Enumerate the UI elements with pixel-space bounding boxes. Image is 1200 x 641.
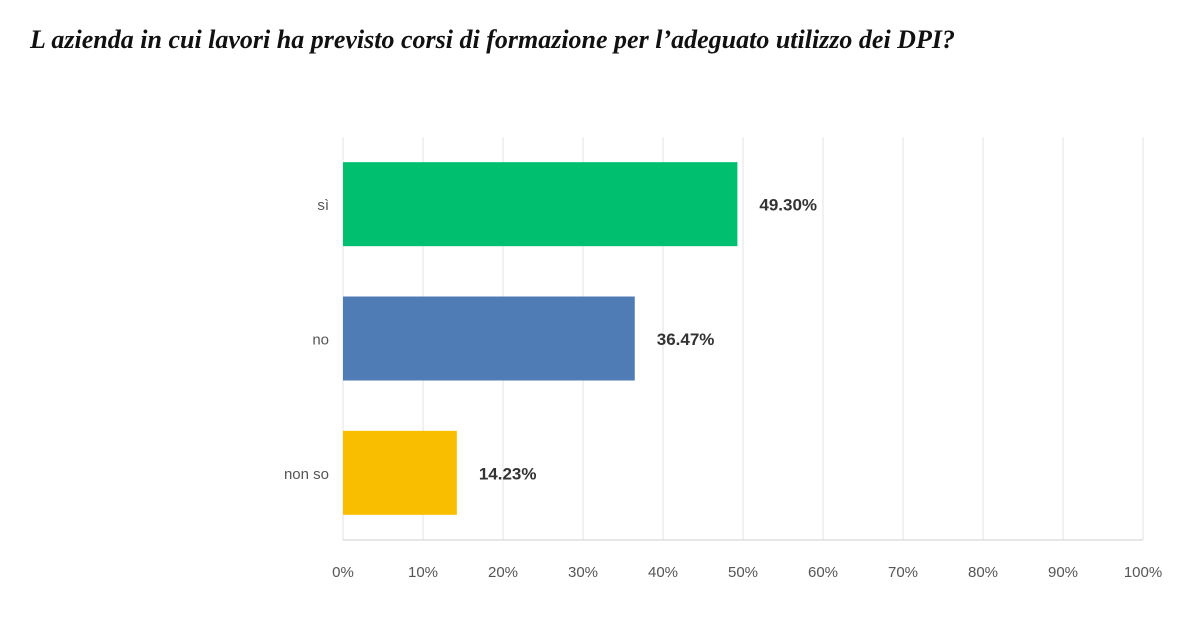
x-tick-label: 30%: [568, 564, 598, 581]
value-label: 49.30%: [759, 196, 817, 215]
x-tick-label: 60%: [808, 564, 838, 581]
value-label: 14.23%: [479, 464, 537, 483]
y-tick-label: sì: [317, 197, 329, 214]
x-tick-label: 90%: [1048, 564, 1078, 581]
x-tick-label: 0%: [332, 564, 354, 581]
value-label: 36.47%: [657, 330, 715, 349]
x-tick-label: 80%: [968, 564, 998, 581]
x-tick-label: 20%: [488, 564, 518, 581]
bar: [343, 296, 635, 381]
x-tick-label: 10%: [408, 564, 438, 581]
chart-title: L azienda in cui lavori ha previsto cors…: [29, 25, 955, 54]
x-tick-label: 50%: [728, 564, 758, 581]
y-tick-label: no: [312, 331, 329, 348]
x-tick-label: 100%: [1124, 564, 1162, 581]
bar: [343, 162, 738, 247]
x-tick-label: 40%: [648, 564, 678, 581]
x-tick-label: 70%: [888, 564, 918, 581]
bar: [343, 430, 457, 515]
y-tick-label: non so: [284, 466, 329, 483]
